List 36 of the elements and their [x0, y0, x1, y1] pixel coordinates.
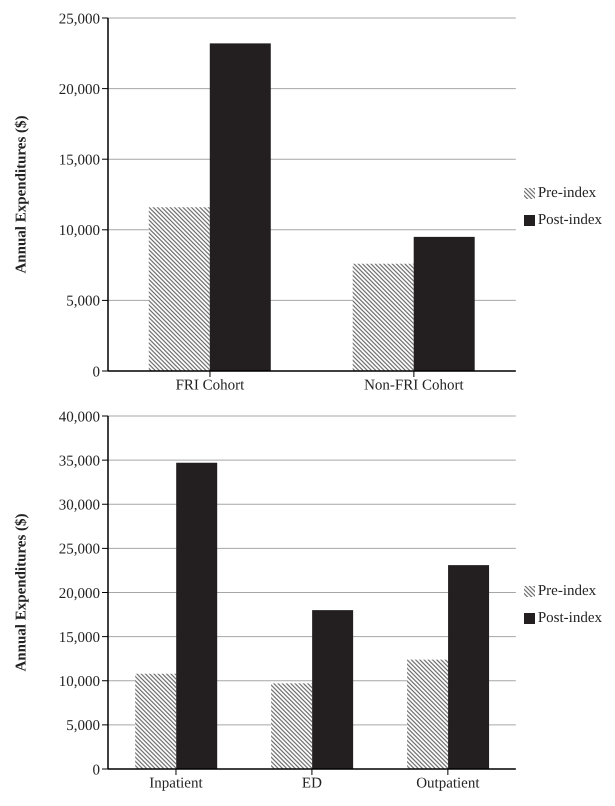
y-axis-title: Annual Expenditures ($) [13, 115, 30, 274]
x-tick-label: FRI Cohort [176, 378, 246, 394]
x-tick-label: Inpatient [149, 776, 204, 792]
bar [271, 683, 312, 769]
y-tick-label: 25,000 [58, 11, 100, 28]
y-tick-label: 5,000 [66, 294, 100, 310]
legend-label: Post-index [538, 212, 602, 229]
y-tick-label: 30,000 [58, 498, 100, 514]
bar [448, 565, 490, 769]
x-tick-label: Outpatient [416, 776, 480, 792]
y-tick-label: 20,000 [58, 586, 100, 602]
bar [176, 462, 218, 769]
y-tick-label: 0 [92, 364, 100, 380]
bar [210, 43, 271, 371]
bar [352, 264, 414, 371]
bar [135, 674, 176, 769]
bar [148, 207, 210, 371]
legend-label: Pre-index [538, 185, 596, 202]
y-tick-label: 10,000 [58, 674, 100, 690]
bar [312, 610, 354, 769]
y-tick-label: 25,000 [58, 542, 100, 558]
x-tick-label: Non-FRI Cohort [364, 378, 464, 394]
legend-label: Pre-index [538, 583, 596, 600]
legend-label: Post-index [538, 610, 602, 627]
y-tick-label: 0 [92, 762, 100, 778]
y-tick-label: 5,000 [66, 718, 100, 734]
y-tick-label: 20,000 [58, 82, 100, 98]
y-tick-label: 40,000 [58, 409, 100, 426]
x-tick-label: ED [302, 776, 322, 792]
y-tick-label: 35,000 [58, 453, 100, 470]
bar [414, 236, 475, 371]
bar [407, 660, 448, 769]
y-axis-title: Annual Expenditures ($) [13, 513, 30, 672]
y-tick-label: 15,000 [58, 152, 100, 169]
y-tick-label: 10,000 [58, 223, 100, 240]
y-tick-label: 15,000 [58, 630, 100, 646]
